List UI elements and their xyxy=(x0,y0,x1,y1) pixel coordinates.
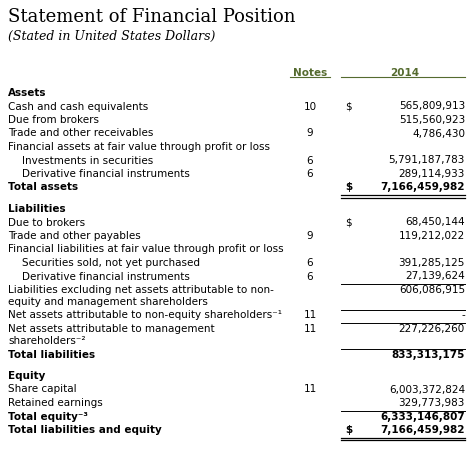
Text: Net assets attributable to non-equity shareholders⁻¹: Net assets attributable to non-equity sh… xyxy=(8,310,282,320)
Text: 515,560,923: 515,560,923 xyxy=(399,115,465,125)
Text: 565,809,913: 565,809,913 xyxy=(399,101,465,111)
Text: 7,166,459,982: 7,166,459,982 xyxy=(381,182,465,192)
Text: 833,313,175: 833,313,175 xyxy=(392,349,465,359)
Text: Trade and other receivables: Trade and other receivables xyxy=(8,128,154,138)
Text: Liabilities excluding net assets attributable to non-
equity and management shar: Liabilities excluding net assets attribu… xyxy=(8,285,274,307)
Text: $: $ xyxy=(345,425,352,435)
Text: Due from brokers: Due from brokers xyxy=(8,115,99,125)
Text: Assets: Assets xyxy=(8,88,46,98)
Text: 7,166,459,982: 7,166,459,982 xyxy=(381,425,465,435)
Text: 11: 11 xyxy=(303,384,317,394)
Text: 6: 6 xyxy=(307,156,313,166)
Text: Retained earnings: Retained earnings xyxy=(8,398,103,408)
Text: Total liabilities and equity: Total liabilities and equity xyxy=(8,425,162,435)
Text: 6: 6 xyxy=(307,169,313,179)
Text: 391,285,125: 391,285,125 xyxy=(399,258,465,268)
Text: Total equity⁻³: Total equity⁻³ xyxy=(8,411,88,421)
Text: Securities sold, not yet purchased: Securities sold, not yet purchased xyxy=(22,258,200,268)
Text: 11: 11 xyxy=(303,310,317,320)
Text: 6: 6 xyxy=(307,258,313,268)
Text: $: $ xyxy=(345,182,352,192)
Text: Equity: Equity xyxy=(8,371,46,381)
Text: Statement of Financial Position: Statement of Financial Position xyxy=(8,8,295,26)
Text: $: $ xyxy=(345,101,352,111)
Text: Financial assets at fair value through profit or loss: Financial assets at fair value through p… xyxy=(8,142,270,152)
Text: Derivative financial instruments: Derivative financial instruments xyxy=(22,272,190,282)
Text: 4,786,430: 4,786,430 xyxy=(412,128,465,138)
Text: 9: 9 xyxy=(307,231,313,241)
Text: 68,450,144: 68,450,144 xyxy=(405,217,465,228)
Text: Investments in securities: Investments in securities xyxy=(22,156,153,166)
Text: Financial liabilities at fair value through profit or loss: Financial liabilities at fair value thro… xyxy=(8,244,283,254)
Text: 289,114,933: 289,114,933 xyxy=(399,169,465,179)
Text: Trade and other payables: Trade and other payables xyxy=(8,231,141,241)
Text: 329,773,983: 329,773,983 xyxy=(399,398,465,408)
Text: 11: 11 xyxy=(303,324,317,334)
Text: 6: 6 xyxy=(307,272,313,282)
Text: 27,139,624: 27,139,624 xyxy=(405,272,465,282)
Text: 2014: 2014 xyxy=(391,68,419,78)
Text: Net assets attributable to management
shareholders⁻²: Net assets attributable to management sh… xyxy=(8,324,215,346)
Text: Cash and cash equivalents: Cash and cash equivalents xyxy=(8,101,148,111)
Text: $: $ xyxy=(345,217,352,228)
Text: -: - xyxy=(461,310,465,320)
Text: 6,003,372,824: 6,003,372,824 xyxy=(389,384,465,394)
Text: 6,333,146,807: 6,333,146,807 xyxy=(380,411,465,421)
Text: Liabilities: Liabilities xyxy=(8,204,65,214)
Text: 5,791,187,783: 5,791,187,783 xyxy=(389,156,465,166)
Text: Due to brokers: Due to brokers xyxy=(8,217,85,228)
Text: 10: 10 xyxy=(303,101,317,111)
Text: Share capital: Share capital xyxy=(8,384,77,394)
Text: 606,086,915: 606,086,915 xyxy=(399,285,465,295)
Text: 119,212,022: 119,212,022 xyxy=(399,231,465,241)
Text: Derivative financial instruments: Derivative financial instruments xyxy=(22,169,190,179)
Text: (Stated in United States Dollars): (Stated in United States Dollars) xyxy=(8,30,215,43)
Text: 227,226,260: 227,226,260 xyxy=(399,324,465,334)
Text: Notes: Notes xyxy=(293,68,327,78)
Text: Total assets: Total assets xyxy=(8,182,78,192)
Text: Total liabilities: Total liabilities xyxy=(8,349,95,359)
Text: 9: 9 xyxy=(307,128,313,138)
